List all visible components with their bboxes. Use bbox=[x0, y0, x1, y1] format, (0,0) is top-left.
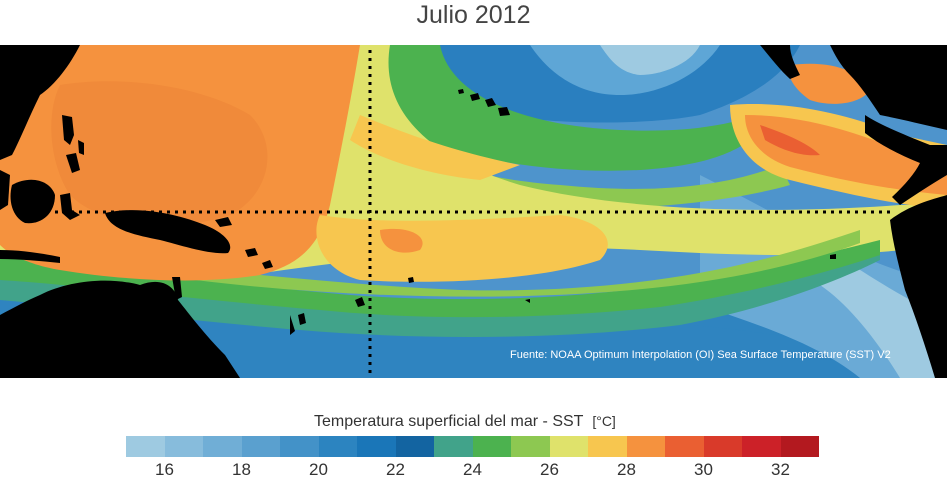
reference-lines bbox=[55, 50, 890, 378]
colorbar-swatch bbox=[434, 436, 473, 457]
colorbar-swatch bbox=[241, 436, 280, 457]
colorbar-swatch bbox=[472, 436, 511, 457]
colorbar-tick-label: 24 bbox=[463, 460, 482, 479]
colorbar-swatch bbox=[511, 436, 550, 457]
colorbar-swatch bbox=[549, 436, 588, 457]
colorbar-tick-label: 30 bbox=[694, 460, 713, 479]
colorbar-swatch bbox=[318, 436, 357, 457]
colorbar-swatch bbox=[280, 436, 319, 457]
colorbar-swatch bbox=[126, 436, 165, 457]
source-note: Fuente: NOAA Optimum Interpolation (OI) … bbox=[510, 349, 891, 361]
colorbar-swatch bbox=[742, 436, 781, 457]
colorbar-swatch bbox=[357, 436, 396, 457]
colorbar-swatch bbox=[203, 436, 242, 457]
colorbar-swatch bbox=[164, 436, 203, 457]
colorbar-tick-label: 20 bbox=[309, 460, 328, 479]
colorbar-swatch bbox=[703, 436, 742, 457]
map-title: Julio 2012 bbox=[416, 1, 531, 29]
colorbar-tick-label: 28 bbox=[617, 460, 636, 479]
colorbar-label-text: Temperatura superficial del mar - SST bbox=[314, 413, 584, 430]
colorbar-units: [°C] bbox=[592, 413, 616, 429]
colorbar-tick-label: 26 bbox=[540, 460, 559, 479]
colorbar-swatch bbox=[588, 436, 627, 457]
sst-map bbox=[0, 45, 947, 378]
colorbar bbox=[126, 436, 819, 457]
colorbar-swatch bbox=[780, 436, 819, 457]
colorbar-tick-label: 32 bbox=[771, 460, 790, 479]
colorbar-label: Temperatura superficial del mar - SST [°… bbox=[314, 413, 616, 431]
colorbar-swatch bbox=[626, 436, 665, 457]
colorbar-tick-label: 16 bbox=[155, 460, 174, 479]
colorbar-swatch bbox=[395, 436, 434, 457]
colorbar-tick-label: 22 bbox=[386, 460, 405, 479]
colorbar-swatch bbox=[665, 436, 704, 457]
colorbar-ticks: 16 18 20 22 24 26 28 30 32 bbox=[0, 460, 947, 480]
colorbar-tick-label: 18 bbox=[232, 460, 251, 479]
land-masses bbox=[0, 45, 947, 378]
